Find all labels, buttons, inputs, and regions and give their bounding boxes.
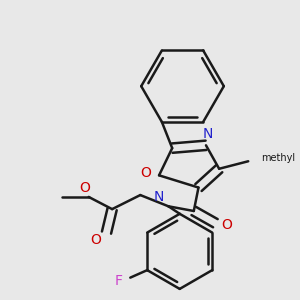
- Text: O: O: [140, 167, 152, 181]
- Text: F: F: [115, 274, 123, 288]
- Text: methyl: methyl: [261, 152, 296, 163]
- Text: O: O: [221, 218, 232, 232]
- Text: N: N: [203, 127, 213, 141]
- Text: O: O: [80, 181, 90, 194]
- Text: N: N: [154, 190, 164, 204]
- Text: O: O: [90, 233, 101, 247]
